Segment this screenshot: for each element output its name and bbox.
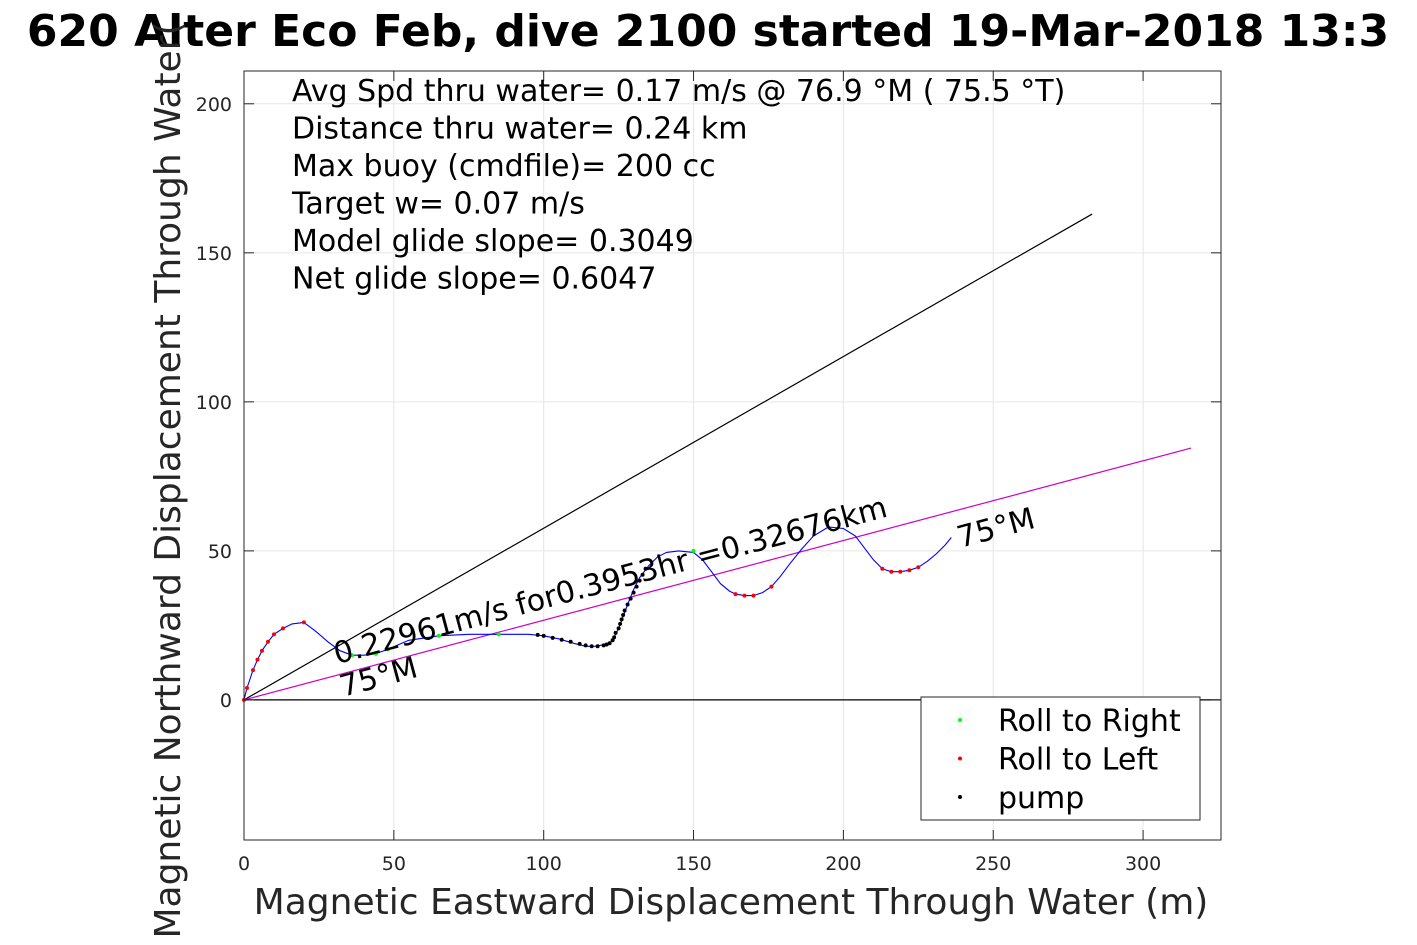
y-tick-label: 0 bbox=[220, 690, 232, 712]
track-point bbox=[589, 644, 594, 649]
axis-ticks: 0 50 100 150 200 250 300 0 50 100 150 200 bbox=[196, 71, 1221, 875]
legend-entry: Roll to Left bbox=[998, 743, 1158, 778]
x-tick-label: 100 bbox=[526, 853, 562, 875]
reference-line bbox=[243, 447, 1192, 701]
legend-marker bbox=[958, 718, 962, 722]
track-point bbox=[880, 566, 885, 571]
track-point bbox=[631, 590, 636, 595]
info-line: Model glide slope= 0.3049 bbox=[292, 224, 694, 259]
track-point bbox=[618, 621, 623, 626]
track-point bbox=[898, 569, 903, 574]
track-point bbox=[640, 572, 645, 577]
track-point bbox=[550, 635, 555, 640]
track-point bbox=[621, 612, 626, 617]
track-point bbox=[349, 653, 354, 658]
y-tick-label: 200 bbox=[196, 94, 232, 116]
track-point bbox=[373, 651, 378, 656]
plot-frame bbox=[243, 70, 1222, 841]
info-line: Distance thru water= 0.24 km bbox=[292, 112, 747, 147]
track-point bbox=[559, 637, 564, 642]
track-point bbox=[619, 617, 624, 622]
legend-entry: Roll to Right bbox=[998, 704, 1181, 739]
track-point bbox=[280, 626, 285, 631]
track-point bbox=[691, 548, 696, 553]
legend-box bbox=[920, 696, 1201, 821]
track-point bbox=[244, 685, 249, 690]
track-point bbox=[607, 641, 612, 646]
reference-line bbox=[243, 213, 1093, 701]
y-tick-label: 50 bbox=[208, 541, 232, 563]
track-point bbox=[751, 593, 756, 598]
track-point bbox=[541, 633, 546, 638]
track-point bbox=[637, 578, 642, 583]
x-tick-label: 200 bbox=[825, 853, 861, 875]
track-point bbox=[583, 643, 588, 648]
track-point bbox=[916, 565, 921, 570]
track-point bbox=[643, 566, 648, 571]
x-tick-label: 300 bbox=[1125, 853, 1161, 875]
legend-marker bbox=[958, 795, 962, 799]
track-point bbox=[610, 638, 615, 643]
legend-marker bbox=[958, 756, 962, 761]
track-point bbox=[604, 642, 609, 647]
info-line: Net glide slope= 0.6047 bbox=[292, 262, 656, 297]
track-point bbox=[613, 630, 618, 635]
track-point bbox=[250, 668, 255, 673]
track-point bbox=[301, 620, 306, 625]
track-point bbox=[271, 632, 276, 637]
info-line: Avg Spd thru water= 0.17 m/s @ 76.9 °M (… bbox=[292, 74, 1065, 109]
track-point bbox=[436, 633, 441, 638]
track-point bbox=[568, 639, 573, 644]
track-point bbox=[907, 568, 912, 573]
x-tick-label: 150 bbox=[675, 853, 711, 875]
legend-entry: pump bbox=[998, 781, 1084, 816]
info-text-block: Avg Spd thru water= 0.17 m/s @ 76.9 °M (… bbox=[291, 74, 1065, 297]
track-point bbox=[616, 626, 621, 631]
track-point bbox=[385, 647, 390, 652]
track-point bbox=[595, 644, 600, 649]
y-axis-label: Magnetic Northward Displacement Through … bbox=[148, 21, 189, 938]
track-point bbox=[733, 592, 738, 597]
info-line: Target w= 0.07 m/s bbox=[291, 187, 585, 222]
track-point bbox=[612, 635, 617, 640]
track-point bbox=[625, 602, 630, 607]
chart-title: 620 Alter Eco Feb, dive 2100 started 19-… bbox=[27, 6, 1389, 57]
track-point bbox=[577, 641, 582, 646]
track-point bbox=[496, 632, 501, 637]
x-tick-label: 250 bbox=[975, 853, 1011, 875]
info-line: Max buoy (cmdfile)= 200 cc bbox=[292, 149, 716, 184]
x-tick-label: 0 bbox=[238, 853, 250, 875]
track-point bbox=[628, 596, 633, 601]
track-point bbox=[535, 632, 540, 637]
y-tick-label: 150 bbox=[196, 243, 232, 265]
track-point bbox=[634, 584, 639, 589]
track-point bbox=[259, 648, 264, 653]
track-point bbox=[742, 593, 747, 598]
track-point bbox=[255, 657, 260, 662]
track-point bbox=[265, 639, 270, 644]
x-tick-label: 50 bbox=[382, 853, 406, 875]
track-point bbox=[769, 584, 774, 589]
x-axis-label: Magnetic Eastward Displacement Through W… bbox=[254, 882, 1209, 923]
y-tick-label: 100 bbox=[196, 392, 232, 414]
track-point bbox=[889, 569, 894, 574]
track-point bbox=[622, 608, 627, 613]
track-points bbox=[242, 548, 921, 702]
